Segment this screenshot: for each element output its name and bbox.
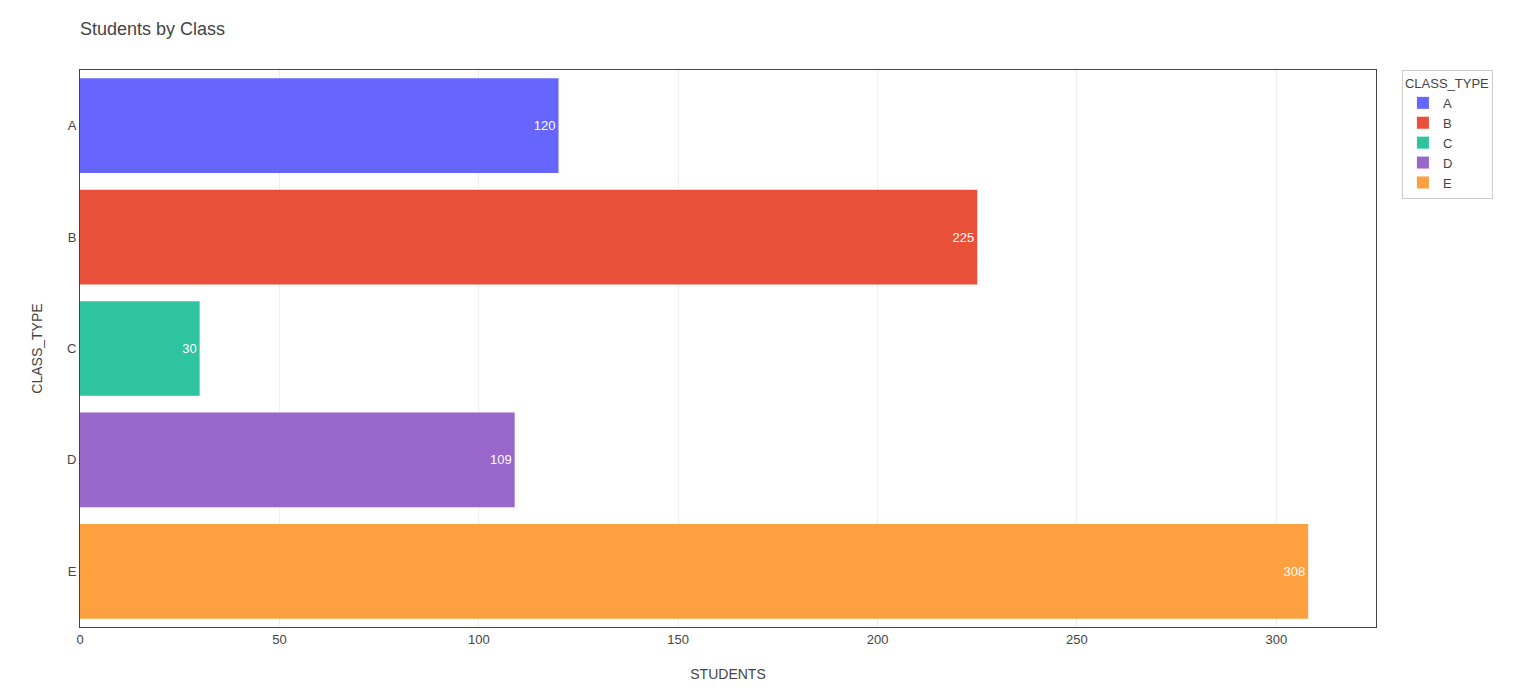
svg-text:B: B (1443, 116, 1452, 131)
svg-text:308: 308 (1284, 564, 1306, 579)
svg-text:CLASS_TYPE: CLASS_TYPE (29, 303, 45, 393)
svg-text:Students by Class: Students by Class (80, 19, 225, 39)
svg-text:CLASS_TYPE: CLASS_TYPE (1405, 76, 1489, 91)
svg-text:30: 30 (182, 341, 196, 356)
svg-text:A: A (1443, 96, 1452, 111)
svg-text:150: 150 (667, 632, 689, 647)
svg-text:109: 109 (490, 452, 512, 467)
svg-text:100: 100 (468, 632, 490, 647)
svg-text:C: C (67, 341, 76, 356)
svg-text:D: D (67, 452, 76, 467)
svg-text:225: 225 (953, 230, 975, 245)
svg-text:0: 0 (76, 632, 83, 647)
svg-text:300: 300 (1265, 632, 1287, 647)
svg-text:E: E (68, 564, 77, 579)
svg-text:D: D (1443, 156, 1452, 171)
svg-text:A: A (68, 118, 77, 133)
svg-text:C: C (1443, 136, 1452, 151)
svg-text:50: 50 (272, 632, 286, 647)
svg-text:120: 120 (534, 118, 556, 133)
svg-text:STUDENTS: STUDENTS (690, 666, 765, 682)
svg-text:E: E (1443, 176, 1452, 191)
svg-text:250: 250 (1066, 632, 1088, 647)
svg-text:B: B (68, 230, 77, 245)
svg-text:200: 200 (867, 632, 889, 647)
